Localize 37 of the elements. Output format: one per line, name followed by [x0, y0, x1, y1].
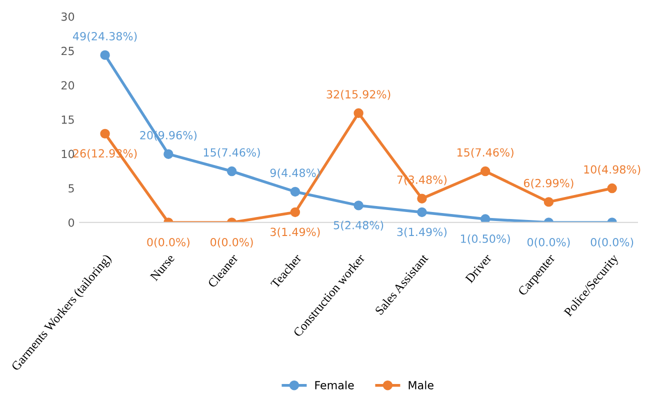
point	[417, 207, 427, 218]
data-label: 1(0.50%)	[461, 234, 510, 244]
point	[290, 186, 300, 197]
point	[226, 166, 237, 176]
y-tick-label: 5	[68, 184, 74, 193]
point	[480, 214, 490, 222]
y-tick-label: 20	[61, 81, 74, 90]
data-label: 10(4.98%)	[584, 165, 640, 175]
data-label: 0(0.0%)	[590, 238, 634, 248]
data-label: 32(15.92%)	[326, 90, 390, 100]
data-label: 3(1.49%)	[270, 228, 320, 238]
legend-label: Female	[315, 380, 354, 390]
y-tick-label: 0	[68, 218, 74, 227]
point	[354, 108, 364, 118]
legend-label: Male	[408, 380, 434, 390]
y-tick-label: 10	[62, 150, 74, 158]
point	[544, 197, 554, 207]
data-label: 15(7.46%)	[457, 148, 514, 158]
y-tick-label: 25	[61, 46, 74, 56]
y-tick-label: 15	[62, 116, 74, 124]
point	[100, 50, 110, 60]
point	[100, 128, 110, 139]
point	[354, 200, 364, 210]
data-label: 49(24.38%)	[72, 32, 137, 42]
point	[480, 166, 490, 176]
data-label: 3(1.49%)	[397, 228, 447, 238]
point	[607, 183, 617, 194]
point	[290, 207, 300, 218]
data-label: 0(0.0%)	[210, 238, 253, 248]
point	[164, 149, 174, 159]
data-label: 0(0.0%)	[147, 238, 190, 248]
data-label: 15(7.46%)	[204, 148, 260, 158]
data-label: 6(2.99%)	[524, 178, 574, 189]
point	[417, 194, 427, 204]
data-label: 5(2.48%)	[334, 220, 384, 231]
data-label: 0(0.0%)	[527, 238, 570, 248]
y-tick-label: 30	[62, 12, 74, 21]
